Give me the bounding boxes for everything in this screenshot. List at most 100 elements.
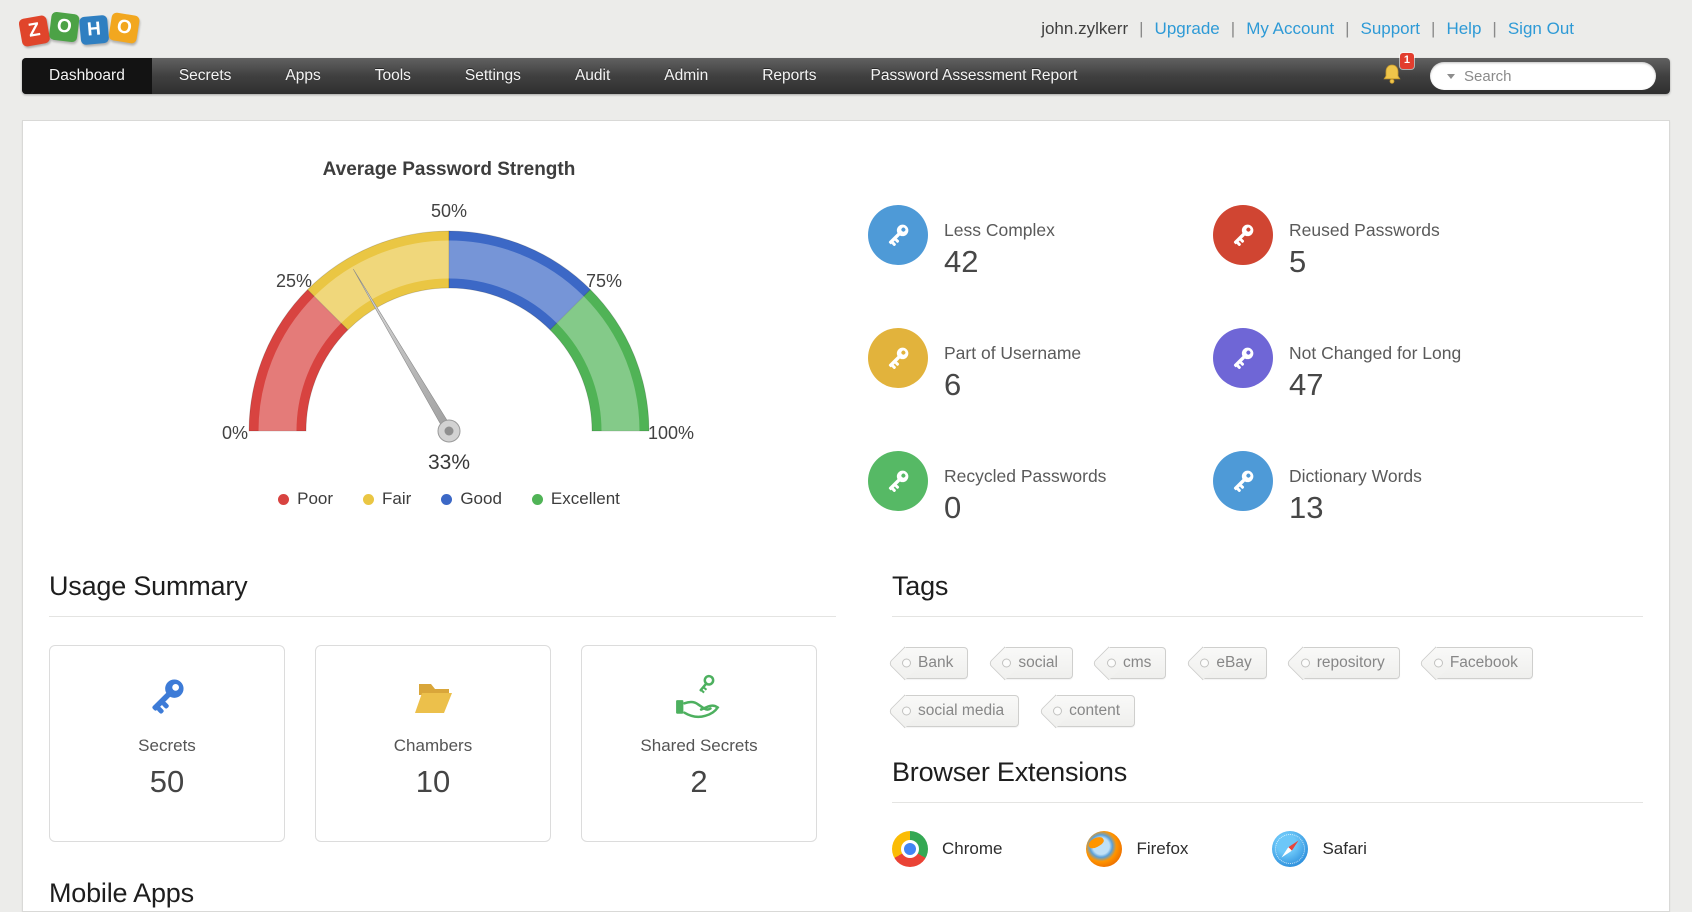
support-link[interactable]: Support	[1360, 19, 1421, 38]
card-value: 2	[690, 764, 708, 799]
key-icon	[868, 328, 928, 388]
legend-label: Fair	[382, 489, 412, 508]
usage-summary-cards: Secrets 50 Chambers 10	[49, 645, 836, 842]
search-scope-caret-icon[interactable]	[1447, 73, 1455, 79]
notifications-button[interactable]: 1	[1380, 52, 1414, 91]
chrome-icon	[892, 831, 928, 867]
gauge-arc	[248, 230, 650, 443]
legend-dot-poor	[278, 493, 290, 505]
dashboard-panel: Average Password Strength 50% 25% 75% 0%…	[22, 120, 1670, 912]
notification-badge: 1	[1399, 52, 1414, 69]
stat-label: Reused Passwords	[1289, 220, 1440, 240]
stat-recycled-passwords: Recycled Passwords 0	[868, 451, 1213, 541]
username: john.zylkerr	[1041, 19, 1129, 38]
upgrade-link[interactable]: Upgrade	[1154, 19, 1220, 38]
tag-repository[interactable]: repository	[1302, 647, 1400, 679]
tab-audit[interactable]: Audit	[574, 67, 611, 84]
stat-value: 0	[944, 490, 962, 525]
key-icon	[868, 451, 928, 511]
search-box[interactable]	[1430, 62, 1663, 90]
legend-dot-fair	[363, 493, 375, 505]
logo-letter: H	[78, 14, 110, 46]
tab-secrets[interactable]: Secrets	[178, 67, 232, 84]
stat-label: Dictionary Words	[1289, 466, 1422, 486]
key-icon	[1213, 451, 1273, 511]
tags-list: Bank social cms eBay repository Facebook…	[892, 647, 1643, 727]
key-icon	[1213, 328, 1273, 388]
stat-label: Not Changed for Long	[1289, 343, 1462, 363]
gauge-tick-75: 75%	[585, 271, 622, 291]
gauge-legend: Poor Fair Good Excellent	[214, 489, 684, 509]
firefox-icon	[1086, 831, 1123, 867]
chrome-extension[interactable]: Chrome	[892, 831, 1002, 867]
card-value: 10	[415, 764, 451, 799]
tag-cms[interactable]: cms	[1108, 647, 1167, 679]
stat-label: Recycled Passwords	[944, 466, 1107, 486]
safari-icon	[1272, 831, 1309, 867]
safari-extension[interactable]: Safari	[1272, 831, 1367, 867]
password-strength-gauge: Average Password Strength 50% 25% 75% 0%…	[214, 159, 694, 527]
tab-password-assessment-report[interactable]: Password Assessment Report	[870, 67, 1078, 84]
gauge-tick-0: 0%	[222, 423, 249, 443]
stat-label: Part of Username	[944, 343, 1082, 363]
key-icon	[868, 205, 928, 265]
stat-dictionary-words: Dictionary Words 13	[1213, 451, 1558, 541]
my-account-link[interactable]: My Account	[1246, 19, 1335, 38]
legend-label: Excellent	[550, 489, 620, 508]
chambers-card: Chambers 10	[315, 645, 551, 842]
gauge-tick-50: 50%	[430, 201, 468, 221]
tag-facebook[interactable]: Facebook	[1435, 647, 1533, 679]
stat-reused-passwords: Reused Passwords 5	[1213, 205, 1558, 295]
password-risk-stats: Less Complex 42 Reused Passwords 5 Part …	[868, 205, 1643, 541]
stat-value: 13	[1289, 490, 1324, 525]
stat-value: 5	[1289, 244, 1307, 279]
tag-ebay[interactable]: eBay	[1202, 647, 1267, 679]
folder-icon	[415, 684, 452, 713]
gauge-tick-100: 100%	[647, 423, 694, 443]
usage-summary-heading: Usage Summary	[49, 571, 836, 617]
stat-value: 47	[1289, 367, 1324, 402]
help-link[interactable]: Help	[1446, 19, 1482, 38]
tag-content[interactable]: content	[1055, 695, 1136, 727]
top-bar: Z O H O john.zylkerr | Upgrade | My Acco…	[0, 0, 1692, 58]
mobile-apps-heading: Mobile Apps	[49, 878, 194, 908]
logo-letter: O	[108, 11, 141, 45]
zoho-logo[interactable]: Z O H O	[18, 11, 141, 48]
logo-letter: Z	[18, 14, 51, 48]
secrets-card: Secrets 50	[49, 645, 285, 842]
search-input[interactable]	[1464, 67, 1663, 85]
tag-bank[interactable]: Bank	[904, 647, 969, 679]
sign-out-link[interactable]: Sign Out	[1507, 19, 1574, 38]
card-label: Shared Secrets	[640, 736, 758, 755]
stat-part-of-username: Part of Username 6	[868, 328, 1213, 418]
tag-social-media[interactable]: social media	[904, 695, 1020, 727]
gauge-segment-excellent	[549, 289, 650, 432]
logo-letter: O	[48, 11, 80, 43]
tab-apps[interactable]: Apps	[285, 67, 321, 84]
bell-icon	[1383, 64, 1401, 84]
tab-dashboard[interactable]: Dashboard	[22, 58, 152, 94]
tab-reports[interactable]: Reports	[762, 67, 817, 84]
tag-social[interactable]: social	[1004, 647, 1073, 679]
key-icon	[152, 679, 184, 714]
main-nav: Dashboard Secrets Apps Tools Settings Au…	[22, 52, 1670, 94]
tab-tools[interactable]: Tools	[374, 67, 411, 84]
key-icon	[1213, 205, 1273, 265]
tab-admin[interactable]: Admin	[664, 67, 709, 84]
legend-label: Good	[460, 489, 502, 508]
browser-extensions-heading: Browser Extensions	[892, 757, 1643, 803]
gauge-title: Average Password Strength	[322, 159, 576, 180]
legend-label: Poor	[297, 489, 334, 508]
shared-secrets-card: Shared Secrets 2	[581, 645, 817, 842]
card-label: Chambers	[393, 736, 473, 755]
firefox-extension[interactable]: Firefox	[1086, 831, 1188, 867]
tags-heading: Tags	[892, 571, 1643, 617]
stat-value: 6	[944, 367, 962, 402]
tab-settings[interactable]: Settings	[464, 67, 521, 84]
stat-less-complex: Less Complex 42	[868, 205, 1213, 295]
stat-not-changed-for-long: Not Changed for Long 47	[1213, 328, 1558, 418]
hand-key-icon	[676, 674, 720, 719]
gauge-tick-25: 25%	[276, 271, 313, 291]
stat-value: 42	[944, 244, 979, 279]
card-value: 50	[149, 764, 185, 799]
